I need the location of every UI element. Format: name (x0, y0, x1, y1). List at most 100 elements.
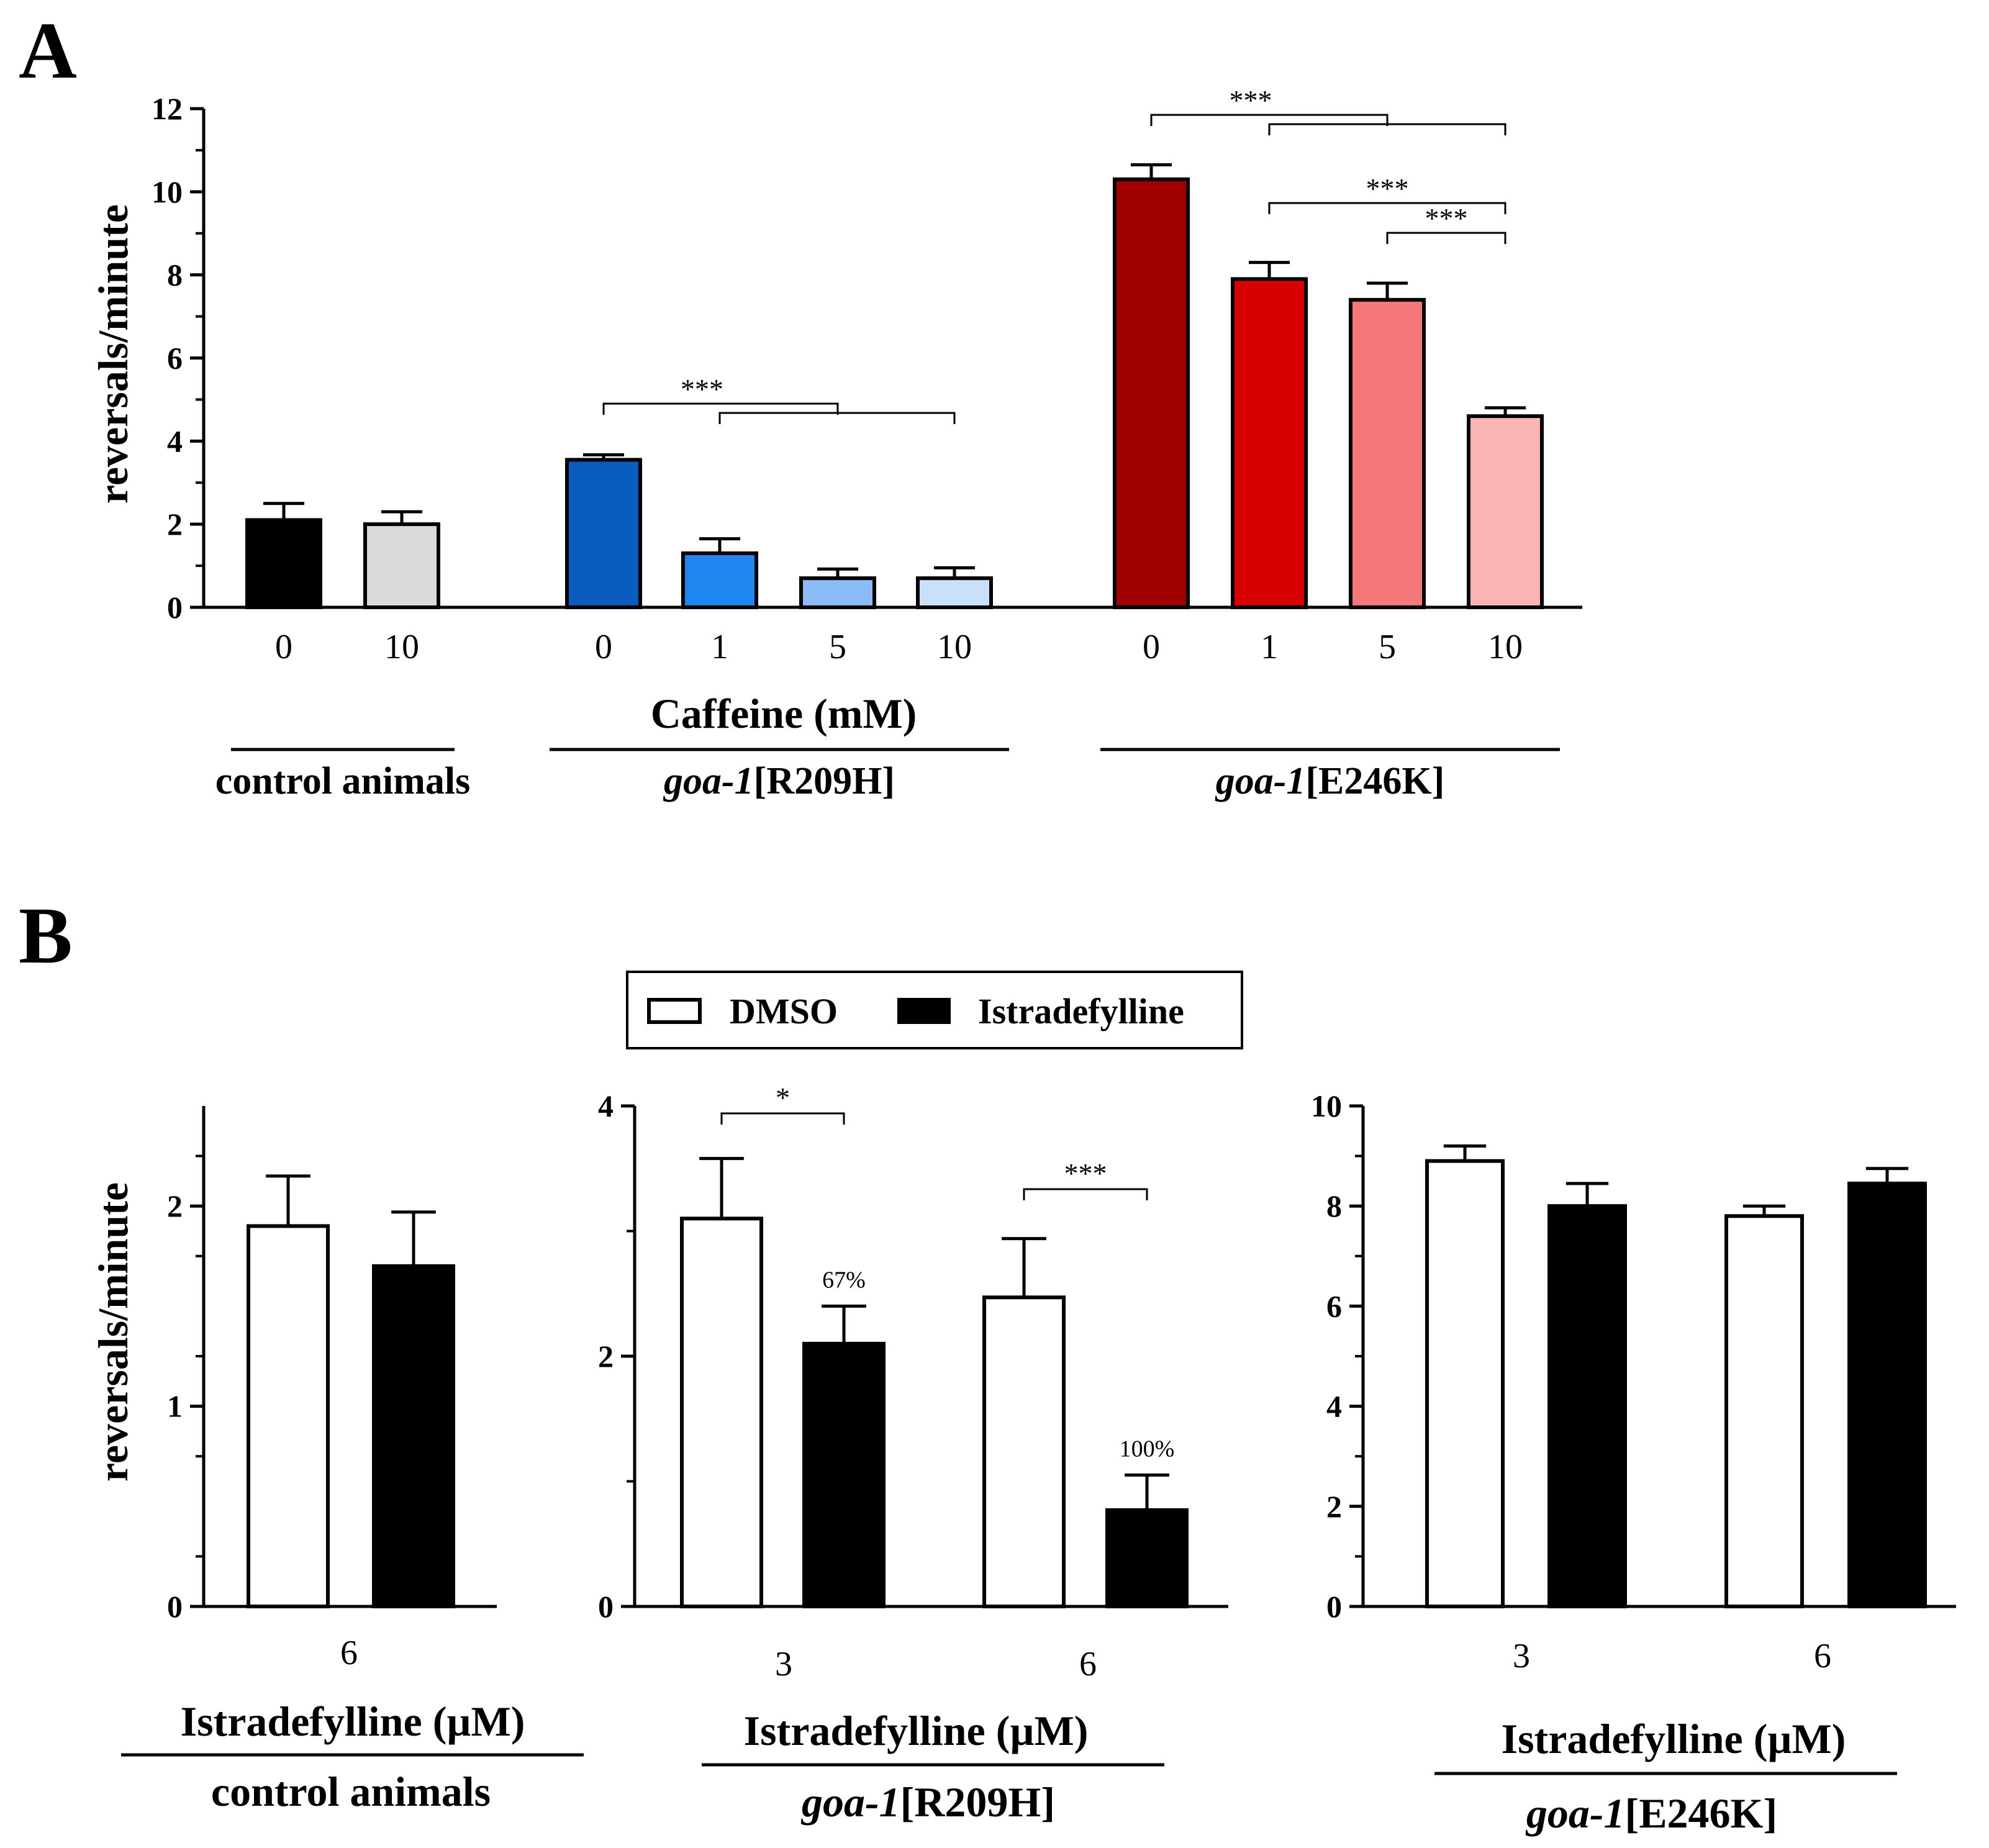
panel-b-control-x-axis-label: Istradefylline (µM) (181, 1698, 525, 1745)
panel-a-group-label-r209h: goa-1[R209H] (663, 760, 895, 802)
panel-a-group-label-e246k-italic: goa-1 (1215, 760, 1306, 802)
panel-a-group-label-control-text: control animals (215, 760, 470, 802)
panel-b-r209h-y-tick-label: 4 (598, 1089, 614, 1123)
panel-b-e246k-y-tick-label: 10 (1311, 1089, 1342, 1123)
panel-a-x-axis-label: Caffeine (mM) (651, 690, 917, 737)
panel-b-control-y-tick-label: 0 (167, 1589, 183, 1624)
panel-a-bar (1113, 177, 1190, 609)
panel-b-e246k-x-tick-label: 3 (1513, 1637, 1530, 1675)
panel-a-y-tick-label: 0 (167, 590, 183, 625)
panel-a-e246k-bracket-5-10-label: *** (1425, 202, 1468, 234)
panel-a-bar (916, 576, 993, 609)
panel-b-r209h-bar (982, 1295, 1066, 1608)
panel-a-e246k-bracket-outer (1150, 114, 1389, 126)
panel-a-x-tick-label: 1 (1261, 628, 1278, 666)
panel-b-control-chart: 0 1 2 6 (167, 1106, 497, 1672)
panel-b-e246k-bar (1425, 1159, 1505, 1609)
panel-b-e246k-x-axis-label: Istradefylline (µM) (1502, 1715, 1846, 1762)
legend-istradefylline-label: Istradefylline (978, 991, 1184, 1031)
panel-b-r209h-x-axis-label: Istradefylline (µM) (744, 1707, 1089, 1754)
panel-b-e246k-y-tick-label: 4 (1326, 1389, 1342, 1424)
panel-b-r209h-x-tick-label: 6 (1079, 1645, 1097, 1683)
panel-a-group-label-e246k: goa-1[E246K] (1215, 760, 1445, 802)
panel-b-r209h-bracket-3-label: * (776, 1082, 790, 1113)
panel-b-letter: B (19, 891, 73, 981)
panel-b-control-group-label: control animals (211, 1768, 491, 1815)
panel-a-bar (1349, 297, 1426, 609)
panel-b-control-x-tick-label: 6 (340, 1634, 358, 1672)
panel-a-x-tick-label: 10 (384, 628, 419, 666)
panel-b-r209h-bar (802, 1341, 886, 1609)
panel-b-r209h-y-tick-label: 2 (598, 1339, 614, 1374)
panel-a-bar (1467, 414, 1544, 610)
panel-a-x-tick-label: 5 (1379, 628, 1396, 666)
panel-b-control-bar (247, 1224, 330, 1608)
panel-b-e246k-y-tick-label: 6 (1326, 1289, 1342, 1323)
panel-a-e246k-bracket-1-10-label: *** (1366, 173, 1409, 204)
panel-a-y-tick-label: 10 (152, 174, 183, 209)
panel-b-control-y-tick-label: 2 (167, 1189, 183, 1223)
panel-a-bar (1231, 277, 1308, 609)
panel-b-e246k-bar (1547, 1204, 1627, 1608)
panel-b-e246k-x-tick-label: 6 (1814, 1637, 1831, 1675)
panel-b-e246k-y-tick-label: 0 (1326, 1589, 1342, 1624)
panel-b-e246k-group-label-suffix: [E246K] (1625, 1790, 1778, 1837)
panel-b-r209h-x-tick-label: 3 (775, 1645, 792, 1683)
panel-a-bar (363, 522, 440, 610)
legend-dmso-swatch (647, 998, 702, 1024)
panel-b-e246k-y-tick-label: 8 (1326, 1189, 1342, 1223)
panel-a-y-tick-label: 2 (167, 507, 183, 541)
panel-a-y-tick-label: 8 (167, 258, 183, 292)
panel-b-r209h-group-label: goa-1[R209H] (800, 1778, 1055, 1826)
panel-a-y-tick-label: 4 (167, 424, 183, 458)
panel-a-x-tick-label: 0 (595, 628, 612, 666)
panel-b-r209h-group-label-italic: goa-1 (800, 1778, 900, 1826)
panel-b-control-y-tick-label: 1 (167, 1389, 183, 1424)
panel-b-r209h-group-label-suffix: [R209H] (900, 1778, 1055, 1826)
panel-b-e246k-group-label: goa-1[E246K] (1525, 1790, 1777, 1837)
panel-a-group-label-r209h-suffix: [R209H] (754, 760, 895, 802)
panel-b-r209h-bar (680, 1216, 763, 1608)
legend: DMSO Istradefylline (626, 971, 1243, 1049)
panel-a-y-tick-label: 6 (167, 341, 183, 376)
panel-b-r209h-pct-3: 67% (822, 1267, 866, 1293)
panel-a-e246k-bracket-5-10 (1386, 232, 1506, 244)
panel-b-e246k-bar (1847, 1181, 1927, 1609)
legend-istradefylline-swatch (897, 998, 951, 1024)
panel-a-x-tick-label: 5 (829, 628, 846, 666)
panel-b-e246k-bar (1724, 1214, 1804, 1608)
panel-b-r209h-bar (1105, 1508, 1189, 1608)
panel-b-r209h-bracket-6-label: *** (1064, 1157, 1107, 1189)
panel-a-group-label-control: control animals (215, 760, 470, 802)
panel-a-y-tick-label: 12 (152, 91, 183, 126)
panel-a-bar (681, 551, 758, 610)
panel-a-x-tick-label: 0 (1143, 628, 1160, 666)
panel-a-x-tick-label: 10 (937, 628, 972, 666)
panel-a-e246k-bracket-inner (1268, 123, 1506, 135)
panel-b-e246k-chart: 0 2 4 6 8 10 3 6 (1311, 1089, 1956, 1675)
panel-b-e246k-group-label-italic: goa-1 (1525, 1790, 1625, 1837)
panel-b-r209h-bracket-6 (1023, 1188, 1148, 1200)
panel-a-x-tick-label: 1 (711, 628, 728, 666)
panel-a-group-label-r209h-italic: goa-1 (663, 760, 754, 802)
panel-a-x-tick-label: 0 (275, 628, 292, 666)
panel-a-e246k-bracket-outer-label: *** (1230, 84, 1272, 116)
panel-a-group-label-e246k-suffix: [E246K] (1305, 760, 1444, 802)
panel-b-y-axis-label: reversals/minute (89, 1182, 137, 1482)
panel-b-control-bar (372, 1264, 455, 1609)
panel-b-r209h-bracket-3 (720, 1112, 845, 1125)
panel-a-r209h-bracket-inner (718, 412, 956, 424)
panel-a-r209h-bracket-outer (602, 402, 839, 415)
panel-a-x-tick-label: 10 (1488, 628, 1523, 666)
panel-a-y-axis-label: reversals/minute (89, 204, 137, 504)
panel-b-r209h-pct-6: 100% (1120, 1436, 1175, 1462)
panel-a-bar (565, 458, 642, 610)
legend-dmso-label: DMSO (730, 991, 838, 1031)
panel-a-e246k-bracket-1-10 (1268, 202, 1506, 214)
panel-a-bar (245, 518, 322, 609)
panel-b-r209h-y-tick-label: 0 (598, 1589, 614, 1624)
panel-b-e246k-y-tick-label: 2 (1326, 1489, 1342, 1524)
panel-a-chart: 0 2 4 6 8 10 12 0 10 0 1 5 10 0 1 5 10 *** *** *** *** (152, 84, 1582, 666)
